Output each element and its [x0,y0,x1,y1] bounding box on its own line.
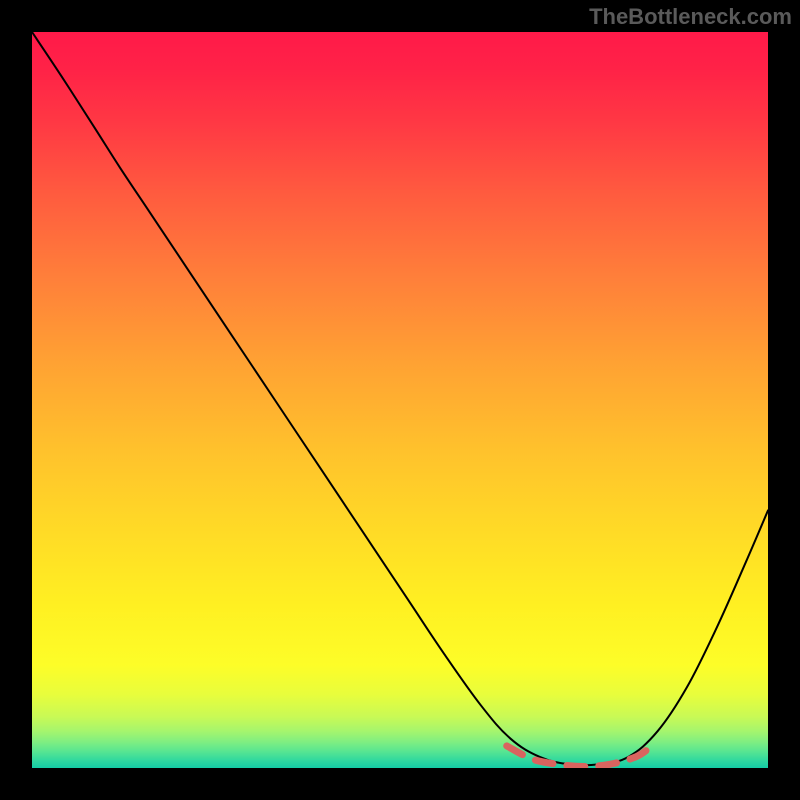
chart-container: TheBottleneck.com [0,0,800,800]
watermark-text: TheBottleneck.com [589,4,792,30]
valley-layer [32,32,768,768]
valley-highlight [507,746,651,767]
